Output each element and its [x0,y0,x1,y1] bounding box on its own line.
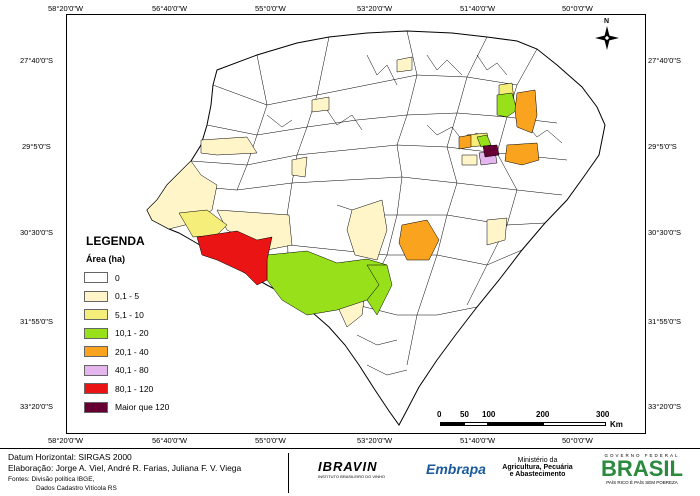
legend-label: 10,1 - 20 [115,328,149,338]
coord-left-2: 29°5'0"S [22,142,51,151]
scale-tick-0: 0 [437,410,442,419]
map-frame [66,14,646,434]
brasil-logo: GOVERNO FEDERAL BRASIL PAÍS RICO É PAÍS … [601,453,683,485]
coord-bottom-3: 55°0'0"W [255,436,286,445]
footer-source-1: Fontes: Divisão política IBGE, [8,476,95,483]
coord-bottom-1: 58°20'0"W [48,436,84,445]
compass-icon [595,26,619,50]
coord-right-1: 27°40'0"S [648,56,681,65]
legend-item: Maior que 120 [84,401,169,414]
scale-tick-300: 300 [596,410,610,419]
footer-authors: Elaboração: Jorge A. Viel, André R. Fari… [8,463,242,473]
legend-item: 0 [84,271,120,284]
footer-datum: Datum Horizontal: SIRGAS 2000 [8,452,132,462]
legend-swatch [84,364,108,376]
legend-item: 20,1 - 40 [84,345,149,358]
coord-top-5: 51°40'0"W [460,4,496,13]
scale-unit: Km [610,420,623,429]
colored-municipalities [146,56,540,328]
coord-right-2: 29°5'0"S [648,142,677,151]
scale-bar [440,420,606,428]
state-map [146,30,606,426]
legend-label: 0,1 - 5 [115,291,140,301]
coord-left-5: 33°20'0"S [20,402,53,411]
coord-left-4: 31°55'0"S [20,317,53,326]
legend-label: 40,1 - 80 [115,365,149,375]
coord-top-6: 50°0'0"W [562,4,593,13]
legend-swatch [84,272,108,283]
coord-bottom-2: 56°40'0"W [152,436,188,445]
legend-swatch [84,401,108,413]
legend-label: 80,1 - 120 [115,383,154,394]
municipal-boundaries [178,30,568,376]
legend-swatch [84,309,108,320]
legend-subtitle: Área (ha) [86,254,126,264]
scale-tick-100: 100 [482,410,496,419]
scale-tick-200: 200 [536,410,550,419]
coord-top-1: 58°20'0"W [48,4,84,13]
legend-label: 0 [115,272,120,283]
coord-right-4: 31°55'0"S [648,317,681,326]
coord-left-3: 30°30'0"S [20,228,53,237]
coord-top-3: 55°0'0"W [255,4,286,13]
north-arrow: N [592,18,622,62]
legend-swatch [84,290,108,302]
legend-item: 80,1 - 120 [84,382,153,395]
ministry-logo: Ministério da Agricultura, Pecuária e Ab… [502,457,573,478]
footer: Datum Horizontal: SIRGAS 2000 Elaboração… [0,448,700,496]
coord-right-3: 30°30'0"S [648,228,681,237]
scale-tick-50: 50 [460,410,469,419]
legend-swatch [84,383,108,394]
legend-item: 0,1 - 5 [84,290,139,303]
legend-item: 40,1 - 80 [84,364,149,377]
coord-top-4: 53°20'0"W [357,4,393,13]
legend-item: 5,1 - 10 [84,308,144,321]
ibravin-logo: IBRAVIN INSTITUTO BRASILEIRO DO VINHO [318,459,386,479]
north-label: N [604,18,610,25]
footer-source-2: Dados Cadastro Vitícola RS [36,485,117,492]
coord-bottom-5: 51°40'0"W [460,436,496,445]
legend-label: Maior que 120 [115,402,170,412]
coord-right-5: 33°20'0"S [648,402,681,411]
coord-left-1: 27°40'0"S [20,56,53,65]
coord-top-2: 56°40'0"W [152,4,188,13]
legend-label: 20,1 - 40 [115,346,149,357]
coord-bottom-4: 53°20'0"W [357,436,393,445]
legend-swatch [84,346,108,357]
legend-title: LEGENDA [86,234,145,248]
legend-label: 5,1 - 10 [115,309,144,320]
legend-swatch [84,327,108,339]
coord-bottom-6: 50°0'0"W [562,436,593,445]
legend-item: 10,1 - 20 [84,327,149,340]
embrapa-logo: Embrapa [426,461,486,477]
